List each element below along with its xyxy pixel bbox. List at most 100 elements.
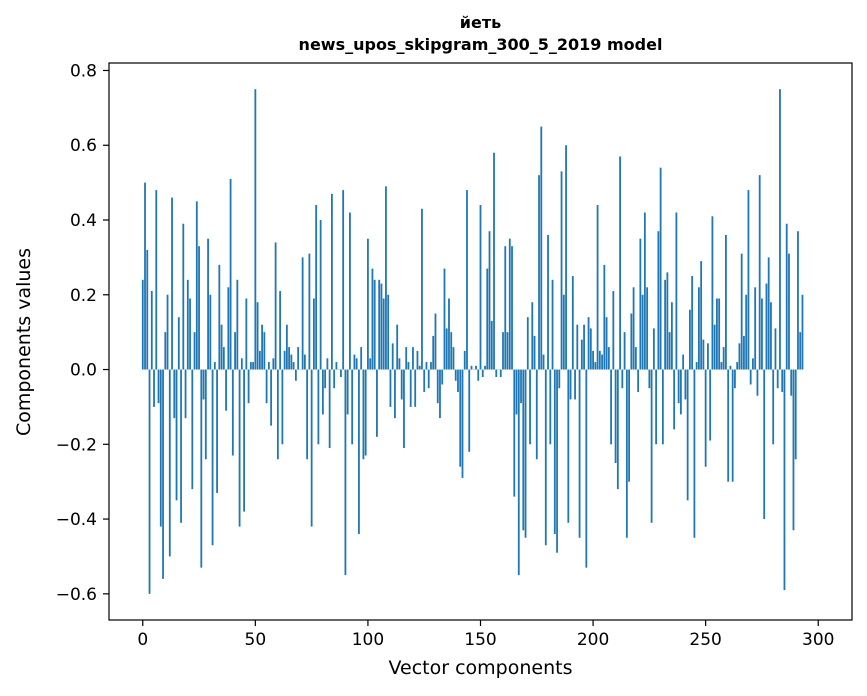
- y-tick-label: 0.0: [70, 361, 97, 381]
- bar-180: [547, 234, 549, 370]
- bar-17: [180, 369, 182, 523]
- y-tick-label: −0.4: [56, 510, 97, 530]
- bar-263: [734, 369, 736, 389]
- bar-16: [177, 317, 180, 370]
- bar-217: [630, 313, 633, 370]
- bar-80: [321, 369, 324, 415]
- bar-269: [747, 190, 750, 370]
- bar-277: [765, 283, 768, 370]
- bar-44: [240, 358, 243, 370]
- bar-268: [745, 294, 748, 370]
- bar-278: [767, 257, 770, 370]
- bar-213: [621, 369, 624, 389]
- bar-201: [594, 362, 597, 370]
- bar-218: [632, 287, 635, 370]
- bar-188: [565, 145, 567, 370]
- bar-125: [423, 369, 426, 392]
- chart-title-line2: news_upos_skipgram_300_5_2019 model: [298, 35, 663, 54]
- bar-293: [801, 294, 804, 370]
- bar-66: [290, 354, 293, 370]
- bar-221: [639, 238, 642, 370]
- bar-122: [416, 350, 419, 370]
- bar-96: [358, 369, 360, 535]
- bar-252: [709, 369, 712, 441]
- bar-32: [213, 362, 216, 370]
- bar-56: [267, 362, 270, 370]
- bar-255: [716, 298, 718, 370]
- bar-185: [558, 369, 561, 389]
- bar-20: [186, 279, 189, 370]
- bar-166: [515, 369, 518, 415]
- bar-12: [168, 369, 171, 557]
- bar-131: [436, 369, 439, 404]
- bar-29: [207, 238, 209, 370]
- bar-69: [297, 347, 300, 370]
- bar-275: [761, 298, 763, 370]
- bar-48: [249, 362, 252, 370]
- bar-273: [756, 369, 759, 396]
- bar-183: [553, 369, 556, 535]
- bar-14: [173, 369, 176, 419]
- bar-236: [673, 369, 676, 430]
- bar-65: [288, 347, 291, 370]
- bar-98: [362, 369, 365, 460]
- bar-167: [517, 369, 520, 576]
- bar-130: [434, 313, 437, 370]
- bar-291: [797, 231, 799, 370]
- bar-193: [576, 324, 579, 370]
- bar-204: [601, 354, 603, 370]
- bar-189: [567, 369, 570, 523]
- bar-157: [495, 369, 498, 378]
- bar-series: [141, 89, 804, 594]
- bar-21: [189, 298, 191, 370]
- bar-198: [587, 317, 590, 370]
- x-tick-label: 100: [352, 630, 384, 650]
- bar-116: [403, 369, 405, 449]
- bar-55: [265, 369, 268, 404]
- bar-186: [560, 171, 563, 370]
- bar-164: [511, 246, 513, 370]
- bar-52: [258, 350, 261, 370]
- bar-77: [315, 205, 318, 370]
- bar-179: [544, 369, 547, 546]
- bar-143: [463, 350, 466, 370]
- bar-210: [614, 369, 617, 463]
- bar-129: [432, 335, 435, 370]
- bar-24: [195, 201, 198, 370]
- bar-100: [367, 238, 369, 370]
- bar-25: [198, 246, 200, 370]
- y-tick-label: 0.2: [70, 286, 97, 306]
- bar-161: [504, 246, 507, 370]
- bar-195: [580, 339, 583, 370]
- bar-289: [792, 369, 795, 531]
- bar-271: [752, 358, 754, 370]
- bar-241: [684, 369, 687, 400]
- bar-94: [353, 354, 356, 370]
- bar-181: [549, 369, 552, 445]
- bar-287: [788, 253, 790, 370]
- x-tick-label: 200: [577, 630, 609, 650]
- bar-45: [243, 369, 245, 512]
- bar-256: [718, 298, 721, 370]
- bar-117: [405, 347, 408, 370]
- bar-284: [781, 369, 784, 392]
- bar-144: [466, 190, 468, 370]
- bar-73: [306, 369, 309, 460]
- bar-57: [270, 369, 273, 426]
- bar-165: [513, 369, 516, 497]
- bar-8: [159, 369, 162, 527]
- bar-243: [688, 309, 691, 370]
- bar-272: [754, 287, 757, 370]
- bar-22: [191, 369, 194, 490]
- bar-261: [729, 365, 732, 370]
- y-axis-ticks: −0.6 −0.4 −0.2 0.0 0.2 0.4 0.6 0.8: [56, 61, 109, 605]
- bar-285: [783, 369, 786, 591]
- bar-118: [407, 362, 410, 370]
- bar-173: [531, 302, 534, 370]
- bar-262: [731, 369, 734, 482]
- bar-231: [661, 369, 664, 445]
- bar-126: [425, 362, 428, 370]
- bar-79: [319, 220, 322, 370]
- bar-249: [702, 339, 705, 370]
- bar-246: [695, 362, 698, 370]
